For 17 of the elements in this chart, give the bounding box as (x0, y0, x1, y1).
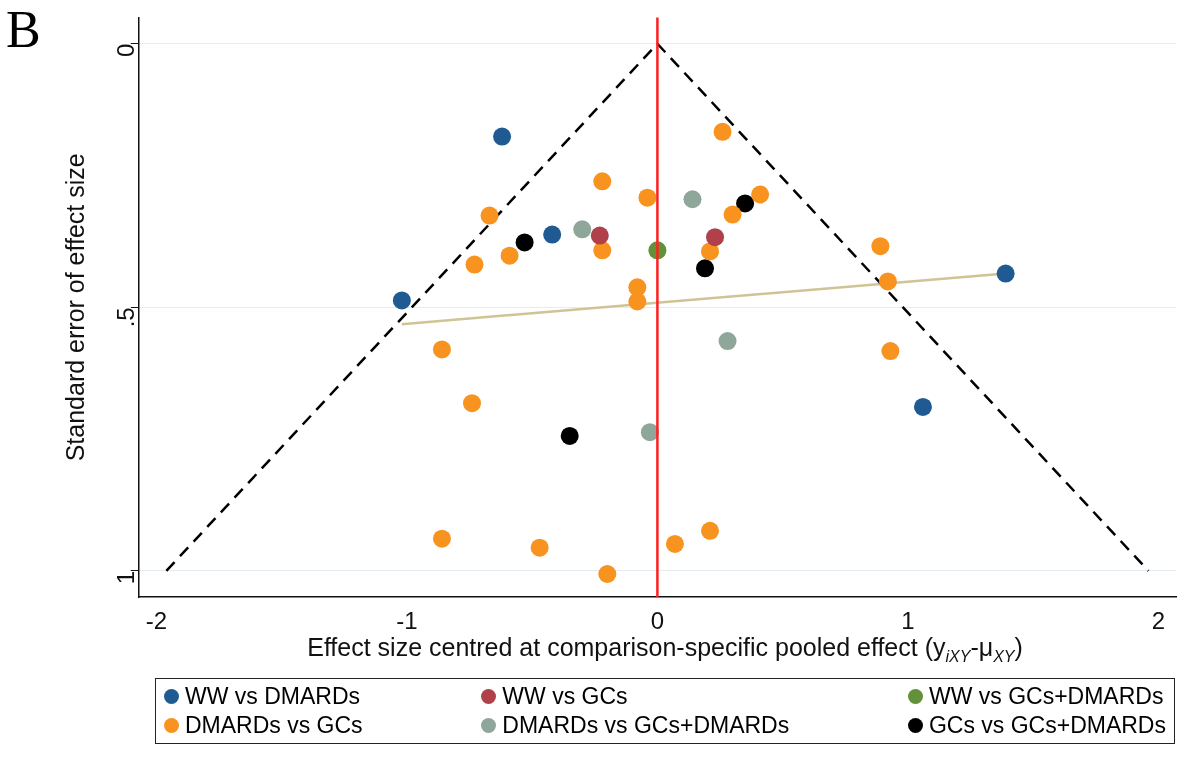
x-tick-label: 0 (650, 607, 665, 635)
legend-label: WW vs GCs (502, 683, 628, 710)
chart-title: B (6, 0, 41, 59)
y-tick-label: 0 (112, 43, 140, 58)
legend-label: DMARDs vs GCs+DMARDs (502, 712, 790, 739)
x-tick-label: 1 (901, 607, 915, 635)
legend-label: GCs vs GCs+DMARDs (928, 712, 1166, 739)
x-tick-label: -2 (145, 607, 168, 635)
y-tick-label: 1 (112, 570, 140, 585)
y-tick-label: .5 (112, 307, 140, 328)
y-axis-title: Standard error of effect size (60, 153, 89, 462)
legend-label: WW vs DMARDs (185, 683, 361, 710)
x-axis-title: Effect size centred at comparison-specific pooled effect (y$_{iXY}$-μ$_{XY}$) (306, 633, 1024, 666)
x-tick-label: -1 (396, 607, 418, 635)
x-tick-label: 2 (1151, 607, 1166, 635)
legend-label: DMARDs vs GCs (185, 712, 363, 739)
legend-label: WW vs GCs+DMARDs (928, 683, 1164, 710)
